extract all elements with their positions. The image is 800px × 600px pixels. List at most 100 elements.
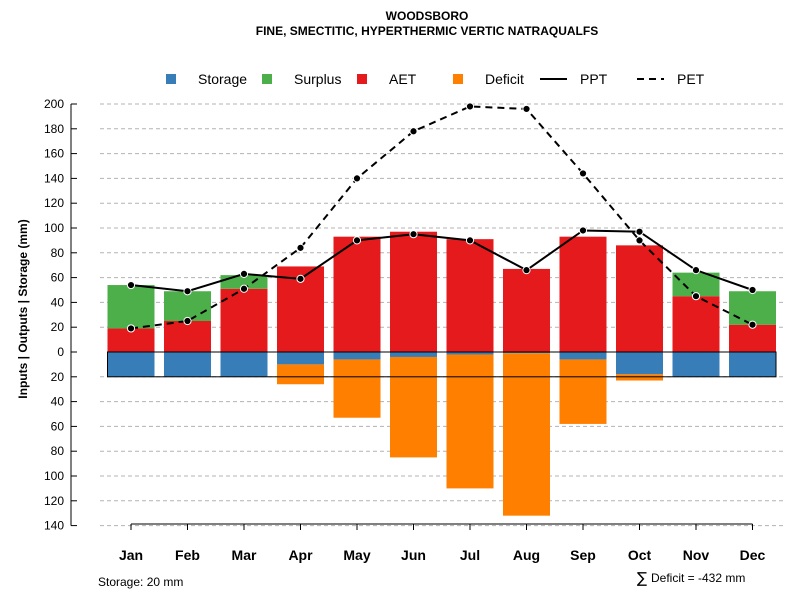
bar-deficit [277, 364, 324, 385]
y-tick-label: 140 [44, 171, 64, 185]
point-ppt [239, 269, 249, 278]
legend: Storage Surplus AET Deficit PPT PET [166, 71, 705, 87]
legend-key-storage [166, 74, 176, 84]
point-pet [126, 324, 136, 333]
y-tick-label: 100 [44, 221, 64, 235]
point-pet [352, 174, 362, 183]
bar-aet [446, 239, 494, 352]
point-ppt [126, 280, 136, 290]
bar-deficit [616, 374, 663, 381]
legend-label: PPT [580, 71, 608, 87]
deficit-sum-footnote: Deficit = -432 mm [651, 571, 745, 585]
bar-aet [107, 328, 155, 352]
point-pet [239, 284, 249, 293]
bars [107, 231, 776, 516]
legend-label: Deficit [485, 71, 524, 87]
x-tick-label: Nov [683, 547, 710, 563]
bar-storage [220, 352, 268, 377]
legend-label: PET [677, 71, 705, 87]
bar-storage [672, 352, 720, 377]
bar-aet [333, 236, 381, 352]
x-tick-label: Dec [740, 547, 766, 563]
point-pet [296, 243, 305, 252]
bar-deficit [333, 359, 381, 418]
y-tick-label: 40 [51, 395, 65, 409]
storage-capacity-outline [107, 351, 777, 378]
point-ppt [465, 236, 475, 245]
legend-key-deficit [453, 74, 463, 84]
storage-footnote: Storage: 20 mm [98, 575, 183, 589]
bar-surplus [164, 291, 211, 321]
bar-storage [729, 352, 776, 377]
y-tick-label: 80 [51, 444, 65, 458]
y-tick-label: 60 [51, 271, 65, 285]
bar-storage [277, 352, 324, 365]
x-axis: Jan Feb Mar Apr May Jun Jul Aug Sep Oct Nov Dec [119, 523, 766, 563]
point-pet [465, 102, 475, 111]
point-pet [748, 320, 757, 329]
line-ppt [130, 229, 753, 293]
series-lines [126, 102, 757, 333]
point-ppt [183, 287, 192, 296]
x-tick-label: Jul [460, 547, 480, 563]
point-pet [183, 316, 192, 326]
y-tick-label: 200 [44, 97, 64, 111]
y-tick-label: 160 [44, 147, 64, 161]
point-ppt [522, 266, 531, 275]
y-tick-label: 100 [44, 469, 64, 483]
bar-deficit [503, 353, 550, 516]
point-ppt [296, 274, 305, 283]
legend-key-aet [357, 74, 367, 84]
point-pet [522, 104, 531, 114]
bar-storage [390, 352, 437, 357]
x-tick-label: May [343, 547, 370, 563]
deficit-sum-symbol: ∑ [637, 569, 647, 587]
point-ppt [352, 236, 362, 245]
bar-storage [107, 352, 155, 377]
bar-surplus [107, 285, 155, 329]
bar-deficit [390, 356, 437, 458]
bar-deficit [559, 359, 607, 424]
bar-aet [559, 236, 607, 352]
bar-aet [220, 288, 268, 352]
bar-surplus [672, 272, 720, 297]
point-ppt [635, 227, 644, 236]
bar-storage [616, 352, 663, 375]
bar-storage [446, 352, 494, 355]
point-pet [635, 236, 644, 245]
legend-label: AET [389, 71, 417, 87]
x-tick-label: Oct [628, 547, 652, 563]
bar-storage [559, 352, 607, 360]
x-tick-label: Feb [175, 547, 200, 563]
y-tick-label: 40 [51, 295, 65, 309]
bar-storage [503, 352, 550, 354]
point-pet [409, 127, 418, 136]
x-tick-label: Sep [570, 547, 596, 563]
x-tick-label: Apr [288, 547, 313, 563]
y-tick-label: 180 [44, 122, 64, 136]
y-tick-label: 120 [44, 196, 64, 210]
line-pet [130, 105, 753, 330]
bar-storage [333, 352, 381, 360]
chart-subtitle: FINE, SMECTITIC, HYPERTHERMIC VERTIC NAT… [256, 24, 598, 38]
bar-surplus [729, 291, 776, 325]
legend-label: Storage [198, 71, 247, 87]
point-ppt [578, 226, 588, 235]
y-axis: 2001801601401201008060402002040608010012… [44, 97, 77, 533]
y-tick-label: 120 [44, 494, 64, 508]
point-ppt [748, 285, 757, 295]
bar-aet [672, 296, 720, 352]
point-pet [578, 169, 588, 178]
y-tick-label: 0 [57, 345, 64, 359]
bar-storage [164, 352, 211, 377]
bar-aet [729, 324, 776, 352]
x-tick-label: Jun [401, 547, 426, 563]
bar-aet [503, 268, 550, 352]
storage-box [107, 351, 777, 378]
x-tick-label: Mar [232, 547, 257, 563]
bar-deficit [446, 354, 494, 489]
point-ppt [409, 230, 418, 239]
bar-aet [390, 231, 437, 352]
y-tick-label: 20 [51, 320, 65, 334]
